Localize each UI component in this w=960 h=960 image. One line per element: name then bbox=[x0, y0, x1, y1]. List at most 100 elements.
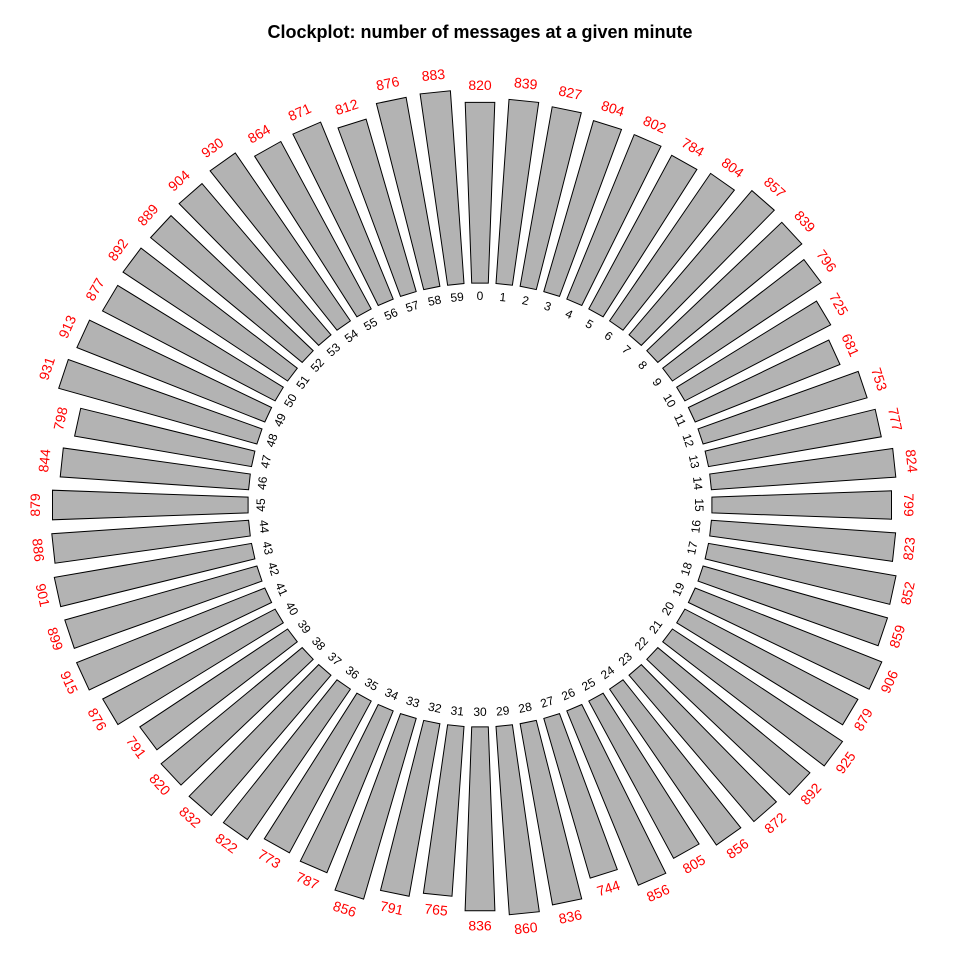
value-label: 876 bbox=[375, 73, 401, 94]
minute-label: 53 bbox=[324, 340, 344, 360]
value-label: 791 bbox=[123, 733, 150, 761]
minute-label: 4 bbox=[563, 306, 575, 322]
bar-minute-49 bbox=[76, 319, 273, 423]
minute-label: 48 bbox=[263, 432, 281, 449]
minute-label: 22 bbox=[632, 634, 652, 654]
value-label: 879 bbox=[27, 493, 43, 517]
bar-minute-6 bbox=[608, 172, 736, 331]
value-label: 839 bbox=[791, 207, 819, 235]
bar-minute-34 bbox=[299, 703, 394, 874]
bar-minute-18 bbox=[697, 565, 889, 647]
value-label: 823 bbox=[900, 536, 918, 561]
minute-label: 17 bbox=[684, 540, 701, 556]
minute-label: 59 bbox=[450, 290, 465, 305]
bar-minute-38 bbox=[160, 646, 314, 786]
value-label: 892 bbox=[105, 235, 132, 263]
bar-minute-57 bbox=[337, 118, 417, 298]
value-label: 883 bbox=[421, 66, 446, 84]
value-label: 857 bbox=[761, 174, 789, 202]
value-label: 822 bbox=[212, 830, 240, 857]
bar-minute-42 bbox=[64, 565, 263, 649]
minute-label: 0 bbox=[477, 289, 484, 303]
value-label: 804 bbox=[719, 154, 747, 181]
value-label: 798 bbox=[50, 405, 71, 431]
bar-minute-48 bbox=[58, 358, 263, 445]
value-label: 777 bbox=[885, 406, 906, 432]
minute-label: 47 bbox=[258, 453, 275, 469]
bar-minute-41 bbox=[75, 587, 273, 691]
minute-label: 10 bbox=[660, 391, 679, 410]
value-label: 877 bbox=[82, 275, 108, 303]
bar-minute-53 bbox=[178, 182, 332, 347]
bar-minute-3 bbox=[543, 119, 623, 298]
minute-label: 43 bbox=[259, 540, 276, 556]
minute-label: 49 bbox=[271, 411, 289, 429]
value-label: 925 bbox=[832, 748, 859, 776]
minute-label: 31 bbox=[450, 703, 465, 718]
value-label: 796 bbox=[813, 247, 840, 275]
minute-label: 55 bbox=[361, 315, 380, 334]
value-label: 915 bbox=[57, 668, 81, 696]
value-label: 892 bbox=[797, 780, 825, 808]
minute-label: 46 bbox=[255, 476, 270, 491]
bar-minute-22 bbox=[646, 646, 811, 796]
bar-minute-33 bbox=[334, 712, 417, 900]
value-label: 820 bbox=[146, 770, 174, 798]
value-label: 860 bbox=[513, 919, 538, 937]
value-label: 836 bbox=[557, 906, 583, 927]
value-label: 784 bbox=[679, 134, 707, 160]
value-label: 804 bbox=[599, 97, 626, 120]
value-label: 931 bbox=[36, 355, 59, 382]
bar-minute-47 bbox=[73, 407, 256, 468]
bar-minute-25 bbox=[588, 692, 700, 859]
minute-label: 27 bbox=[539, 693, 556, 711]
minute-label: 1 bbox=[499, 290, 507, 305]
value-label: 906 bbox=[877, 668, 901, 696]
minute-label: 6 bbox=[602, 328, 616, 343]
bar-minute-46 bbox=[59, 447, 251, 491]
minute-label: 13 bbox=[686, 454, 703, 470]
minute-label: 23 bbox=[616, 649, 636, 669]
value-label: 765 bbox=[424, 900, 449, 918]
minute-label: 29 bbox=[495, 703, 510, 718]
minute-label: 20 bbox=[659, 599, 678, 618]
value-label: 899 bbox=[44, 625, 67, 652]
value-label: 744 bbox=[595, 877, 622, 900]
bar-minute-59 bbox=[419, 90, 465, 286]
value-label: 856 bbox=[723, 835, 751, 862]
value-label: 824 bbox=[903, 449, 921, 474]
minute-label: 2 bbox=[521, 293, 531, 308]
value-label: 791 bbox=[379, 898, 405, 919]
minute-label: 15 bbox=[692, 498, 706, 512]
minute-label: 7 bbox=[619, 342, 634, 357]
minute-label: 25 bbox=[579, 675, 598, 694]
minute-label: 57 bbox=[404, 298, 421, 316]
minute-label: 45 bbox=[254, 498, 268, 512]
bar-minute-31 bbox=[422, 724, 465, 897]
value-label: 901 bbox=[33, 582, 54, 608]
minute-labels-layer: 0 1 2 3456789101112131415161718192021222324… bbox=[254, 289, 706, 719]
minute-label: 52 bbox=[308, 355, 328, 375]
value-label: 832 bbox=[176, 803, 204, 831]
minute-label: 24 bbox=[598, 663, 617, 682]
value-label: 820 bbox=[468, 77, 492, 93]
minute-label: 32 bbox=[427, 699, 443, 716]
chart-title: Clockplot: number of messages at a given… bbox=[267, 22, 693, 42]
bar-minute-20 bbox=[676, 608, 859, 726]
minute-label: 38 bbox=[309, 634, 329, 654]
bar-minute-32 bbox=[379, 719, 441, 897]
bar-minute-2 bbox=[519, 106, 582, 291]
minute-label: 54 bbox=[342, 326, 361, 345]
minute-label: 5 bbox=[583, 316, 596, 332]
minute-label: 33 bbox=[404, 693, 421, 711]
minute-label: 34 bbox=[383, 685, 401, 703]
minute-label: 18 bbox=[678, 560, 696, 577]
value-label: 844 bbox=[35, 448, 53, 473]
bar-minute-52 bbox=[149, 214, 314, 364]
bar-minute-7 bbox=[628, 189, 776, 347]
minute-label: 21 bbox=[646, 617, 665, 636]
minute-label: 14 bbox=[690, 476, 705, 491]
minute-label: 26 bbox=[559, 685, 577, 703]
bar-minute-21 bbox=[662, 628, 844, 767]
